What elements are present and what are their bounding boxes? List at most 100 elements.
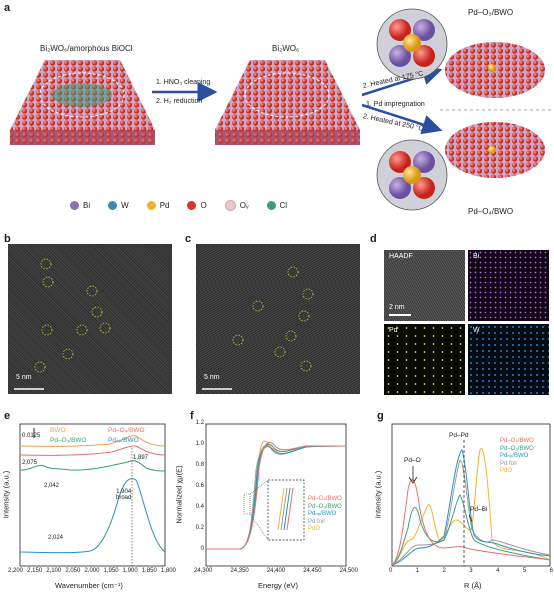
g-xtick: 2 [442, 568, 446, 574]
product-top-structure [376, 8, 545, 98]
scale-label-b: 5 nm [16, 374, 32, 381]
e-xtick: 2,100 [46, 568, 62, 574]
product-bottom-label: Pd–O₄/BWO [468, 207, 514, 216]
product-top-label: Pd–O₃/BWO [468, 8, 514, 17]
f-ytick: 1.0 [195, 441, 204, 447]
f-xtick: 24,350 [230, 568, 249, 574]
legend-bi: Bi [70, 200, 90, 210]
eds-w: W [468, 324, 549, 395]
g-xtick: 1 [415, 568, 420, 574]
stem-image-c: 5 nm [196, 244, 360, 394]
peak-2075: 2,075 [22, 460, 38, 466]
legend-f-pdo4: Pd–O₄/BWO [308, 496, 342, 502]
f-ytick: 0.4 [195, 504, 204, 510]
g-annot-pdpd: Pd–Pd [449, 432, 469, 439]
slab-middle [215, 60, 360, 145]
g-xtick: 3 [469, 568, 473, 574]
step2-label: 2. H₂ reduction [156, 98, 203, 105]
curve-pd-o3 [19, 460, 166, 472]
g-ylabel: Intensity (a.u.) [373, 470, 383, 519]
e-xtick: 2,000 [84, 568, 100, 574]
scale-label-c: 5 nm [204, 374, 220, 381]
legend-cl: Cl [266, 200, 287, 210]
f-xticks: 24,300 24,350 24,400 24,450 24,500 [194, 568, 358, 574]
eds-scale-bar [389, 314, 411, 316]
legend-e-pdnp-text: Pdₙₚ/BWO [108, 437, 139, 444]
legend-e-pdo3: Pd–O₃/BWO [50, 436, 87, 445]
legend-f: Pd–O₄/BWO Pd–O₃/BWO Pdₙₚ/BWO Pd foil PdO [308, 496, 342, 534]
g-xtick: 4 [496, 568, 500, 574]
panel-label-d: d [370, 233, 377, 245]
e-xtick: 1,850 [141, 568, 157, 574]
g-xlabel: R (Å) [464, 581, 482, 590]
f-ytick: 0.2 [195, 525, 204, 531]
legend-g-pdo3: Pd–O₃/BWO [500, 445, 534, 452]
f-xtick: 24,400 [266, 568, 286, 574]
legend-f-foil: Pd foil [308, 518, 325, 525]
legend-f-pdo: PdO [308, 526, 321, 532]
peak-2024: 2,024 [48, 535, 64, 541]
cl-atom-icon [266, 200, 276, 210]
e-xtick: 2,150 [27, 568, 43, 574]
eds-haadf-label: HAADF [389, 253, 413, 260]
panel-label-c: c [185, 233, 192, 245]
g-xtick: 6 [549, 568, 553, 574]
legend-g-pdo4: Pd–O₄/BWO [500, 438, 534, 444]
bi-atom-icon [70, 200, 79, 210]
curve-pdnp [19, 478, 166, 554]
panel-a-mid-title: Bi₂WO₆ [272, 44, 300, 53]
product-bottom-structure [376, 122, 545, 211]
w-atom-icon [108, 200, 118, 210]
arrow-bottom [361, 103, 443, 135]
legend-g-foil: Pd foil [500, 460, 517, 467]
f-yticks: 1.2 1.0 0.8 0.6 0.4 0.2 0 [186, 420, 204, 570]
legend-e-pdo4: Pd–O₄/BWO [108, 426, 145, 435]
panel-label-f: f [190, 410, 194, 422]
legend-g-pdnp: Pdₙₚ/BWO [500, 453, 529, 459]
scale-bar-e: 0.0125 [22, 433, 41, 439]
panel-label-b: b [4, 233, 11, 245]
legend-e-bwo-text: BWO [50, 427, 66, 434]
g-annot-pdo: Pd–O [404, 457, 421, 464]
eds-scale-label: 2 nm [389, 304, 405, 311]
legend-ov: Oᵥ [224, 199, 249, 211]
legend-g-pdo: PdO [500, 468, 513, 474]
legend-e-pdnp: Pdₙₚ/BWO [108, 436, 139, 445]
f-ytick: 0.6 [195, 483, 204, 489]
panel-label-g: g [377, 410, 384, 422]
f-ylabel: Normalized χμ(E) [174, 465, 184, 524]
e-xtick: 1,800 [160, 568, 176, 574]
e-xtick: 2,050 [65, 568, 81, 574]
eds-bi: Bi [468, 250, 549, 321]
e-xtick: 1,950 [103, 568, 119, 574]
legend-pd: Pd [146, 200, 169, 210]
peak-1897: 1,897 [133, 455, 149, 461]
step1-label: 1. HNO₃ cleaning [156, 79, 211, 86]
e-ylabel: Intensity (a.u.) [1, 470, 11, 519]
legend-f-pdo3: Pd–O₃/BWO [308, 503, 342, 510]
g-xtick: 5 [522, 568, 527, 574]
eds-bi-label: Bi [473, 253, 480, 260]
slab-left [10, 60, 155, 145]
curve-pd-o4 [19, 445, 166, 456]
legend-f-pdnp: Pdₙₚ/BWO [308, 511, 337, 517]
panel-label-e: e [4, 410, 11, 422]
o-atom-icon [187, 200, 197, 210]
legend-g: Pd–O₄/BWO Pd–O₃/BWO Pdₙₚ/BWO Pd foil PdO [500, 438, 534, 476]
route-mid-label: 1. Pd impregnation [366, 101, 425, 108]
f-ytick: 0 [200, 546, 204, 552]
eds-haadf: HAADF 2 nm [384, 250, 465, 321]
spectra-e [19, 435, 166, 554]
g-xticks: 0 1 2 3 4 5 6 [389, 568, 553, 574]
f-xlabel: Energy (eV) [258, 581, 299, 590]
f-xtick: 24,500 [339, 568, 358, 574]
f-ytick: 1.2 [195, 420, 204, 426]
ft-pd-o4 [391, 479, 551, 566]
panel-a-scheme [10, 8, 554, 211]
panel-label-a: a [4, 2, 11, 14]
legend-e-pdo3-text: Pd–O₃/BWO [50, 437, 87, 444]
g-annot-pdbi: Pd–Bi [470, 506, 488, 513]
atom-legend: Bi W Pd O Oᵥ Cl [70, 198, 370, 212]
legend-e-bwo: BWO [50, 426, 66, 435]
ov-atom-icon [224, 199, 236, 211]
